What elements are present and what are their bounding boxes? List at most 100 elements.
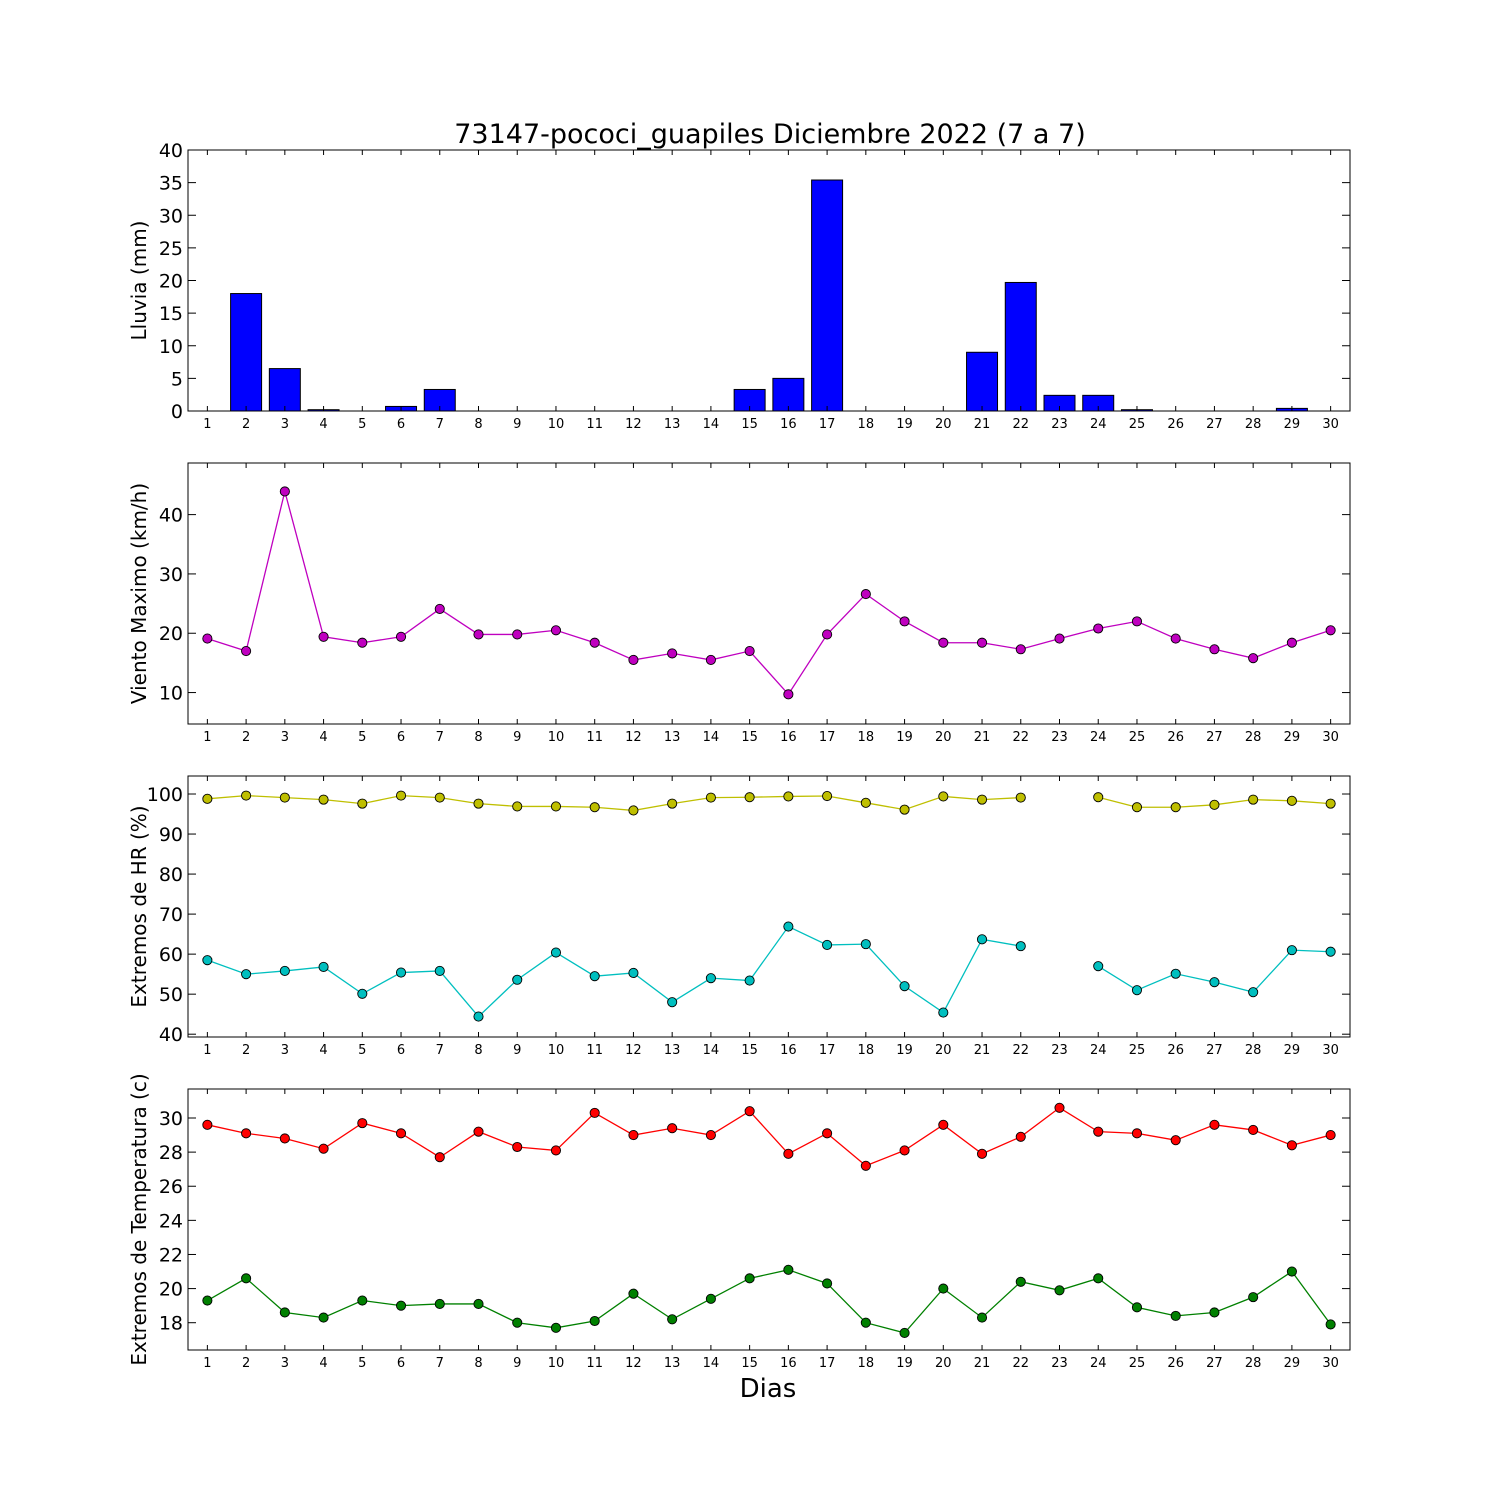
wind-series-1-point-day-14 <box>705 654 716 665</box>
chart-title: 73147-pococi_guapiles Diciembre 2022 (7 … <box>454 119 1086 150</box>
temperature-series-1-point-day-2 <box>241 1128 252 1139</box>
rain-xtick-label-28: 28 <box>1245 417 1262 432</box>
humidity-xtick-label-5: 5 <box>358 1043 366 1058</box>
temperature-series-2-point-day-29 <box>1286 1266 1297 1277</box>
temperature-series-2-point-day-14 <box>705 1293 716 1304</box>
rain-ytick-label-30: 30 <box>159 205 183 227</box>
humidity-series-1-point-day-30 <box>1325 798 1336 809</box>
humidity-series-1-point-day-12 <box>628 805 639 816</box>
humidity-series-1-point-day-17 <box>822 790 833 802</box>
rain-ytick-label-20: 20 <box>159 271 183 293</box>
panel-rain: 1 2 3 4 5 6 7 8 9 10 11 12 13 14 15 16 17 18 19 20 21 22 23 24 2… <box>127 140 1351 432</box>
humidity-series-1-point-day-10 <box>550 801 562 812</box>
temperature-series-2-point-day-6 <box>395 1300 407 1311</box>
temperature-series-2-point-day-11 <box>589 1315 600 1327</box>
wind-xtick-label-12: 12 <box>625 730 642 745</box>
humidity-series-2-point-day-3 <box>279 965 290 976</box>
humidity-series-2-point-day-13 <box>667 997 678 1008</box>
rain-ytick-label-5: 5 <box>171 368 183 390</box>
temperature-xtick-label-18: 18 <box>858 1356 875 1371</box>
humidity-series-2-point-day-27 <box>1209 977 1220 988</box>
temperature-xtick-label-24: 24 <box>1090 1356 1107 1371</box>
temperature-series-2-point-day-20 <box>938 1283 949 1294</box>
humidity-series-1-point-day-18 <box>860 797 871 808</box>
wind-ytick-label-40: 40 <box>159 505 183 527</box>
temperature-series-2-point-day-9 <box>512 1317 523 1328</box>
rain-ytick-label-25: 25 <box>159 238 183 260</box>
humidity-series-1-point-day-5 <box>357 798 368 809</box>
wind-series-1-point-day-8 <box>473 629 484 640</box>
rain-xtick-label-19: 19 <box>896 417 913 432</box>
temperature-series-2-point-day-16 <box>783 1264 794 1275</box>
humidity-series-1-point-day-15 <box>744 792 755 803</box>
rain-xtick-label-18: 18 <box>858 417 875 432</box>
temperature-series-1-point-day-23 <box>1054 1102 1065 1113</box>
humidity-series-2-point-day-17 <box>822 939 833 950</box>
temperature-series-2-point-day-23 <box>1054 1285 1065 1296</box>
wind-series-1-point-day-4 <box>318 631 329 642</box>
temperature-series-1-point-day-15 <box>744 1106 755 1117</box>
wind-series-1-point-day-17 <box>822 629 833 640</box>
humidity-xtick-label-1: 1 <box>203 1043 211 1058</box>
rain-xtick-label-23: 23 <box>1051 417 1068 432</box>
rain-xtick-label-6: 6 <box>397 417 405 432</box>
humidity-xtick-label-11: 11 <box>586 1043 603 1058</box>
temperature-xtick-label-11: 11 <box>586 1356 603 1371</box>
humidity-xtick-label-19: 19 <box>896 1043 913 1058</box>
temperature-series-1-point-day-9 <box>512 1141 523 1153</box>
temperature-xtick-label-23: 23 <box>1051 1356 1068 1371</box>
wind-ytick-label-10: 10 <box>159 683 183 705</box>
wind-xtick-label-7: 7 <box>436 730 444 745</box>
wind-series-1-point-day-27 <box>1209 644 1220 655</box>
temperature-xtick-label-15: 15 <box>741 1356 758 1371</box>
temperature-series-1-point-day-14 <box>705 1130 716 1141</box>
temperature-series-2-point-day-13 <box>667 1314 678 1325</box>
humidity-xtick-label-2: 2 <box>242 1043 250 1058</box>
rain-xtick-label-16: 16 <box>780 417 797 432</box>
humidity-xtick-label-4: 4 <box>319 1043 327 1058</box>
temperature-series-2-line <box>207 1269 1332 1334</box>
wind-series-1-point-day-10 <box>550 625 562 636</box>
humidity-series-2-point-day-5 <box>357 988 368 999</box>
rain-xtick-label-5: 5 <box>358 417 366 432</box>
wind-series-1-point-day-2 <box>241 645 252 657</box>
humidity-xtick-label-15: 15 <box>741 1043 758 1058</box>
wind-series-1-point-day-13 <box>667 648 678 659</box>
humidity-series-1-point-day-6 <box>395 790 407 801</box>
rain-xtick-label-30: 30 <box>1322 417 1339 432</box>
temperature-xtick-label-1: 1 <box>203 1356 211 1371</box>
wind-series-1-point-day-9 <box>512 629 523 640</box>
rain-xtick-label-2: 2 <box>242 417 250 432</box>
humidity-series-2-point-day-4 <box>318 961 329 972</box>
temperature-xtick-label-26: 26 <box>1167 1356 1184 1371</box>
temperature-series-2-point-day-8 <box>473 1298 484 1309</box>
temperature-series-1-point-day-27 <box>1209 1119 1220 1130</box>
temperature-series-2-point-day-22 <box>1015 1276 1026 1287</box>
temperature-axes-frame <box>187 1088 1351 1351</box>
wind-series-1-point-day-1 <box>202 633 213 644</box>
temperature-series-1-point-day-30 <box>1325 1130 1336 1141</box>
humidity-xtick-label-20: 20 <box>935 1043 952 1058</box>
humidity-series-2-point-day-8 <box>473 1011 484 1022</box>
humidity-series-2-point-day-19 <box>899 981 910 992</box>
temperature-series-2-point-day-2 <box>241 1273 252 1284</box>
wind-xtick-label-17: 17 <box>819 730 836 745</box>
wind-xtick-label-25: 25 <box>1129 730 1146 745</box>
wind-series-1-point-day-12 <box>628 654 639 665</box>
temperature-series-2-point-day-17 <box>822 1278 833 1289</box>
wind-xtick-label-18: 18 <box>858 730 875 745</box>
humidity-series-1-point-day-13 <box>667 798 678 809</box>
wind-series-1-point-day-16 <box>783 689 794 700</box>
wind-xtick-label-13: 13 <box>664 730 681 745</box>
humidity-ytick-label-90: 90 <box>159 824 183 846</box>
temperature-xtick-label-13: 13 <box>664 1356 681 1371</box>
wind-xtick-label-20: 20 <box>935 730 952 745</box>
humidity-series-2-point-day-26 <box>1170 968 1181 979</box>
temperature-series-1-point-day-21 <box>976 1148 988 1159</box>
temperature-series-1-point-day-19 <box>899 1145 910 1156</box>
temperature-y-axis-label: Extremos de Temperatura (c) <box>127 1073 151 1365</box>
humidity-xtick-label-24: 24 <box>1090 1043 1107 1058</box>
temperature-series-1-point-day-18 <box>860 1160 871 1171</box>
humidity-xtick-label-18: 18 <box>858 1043 875 1058</box>
rain-xtick-label-9: 9 <box>513 417 521 432</box>
